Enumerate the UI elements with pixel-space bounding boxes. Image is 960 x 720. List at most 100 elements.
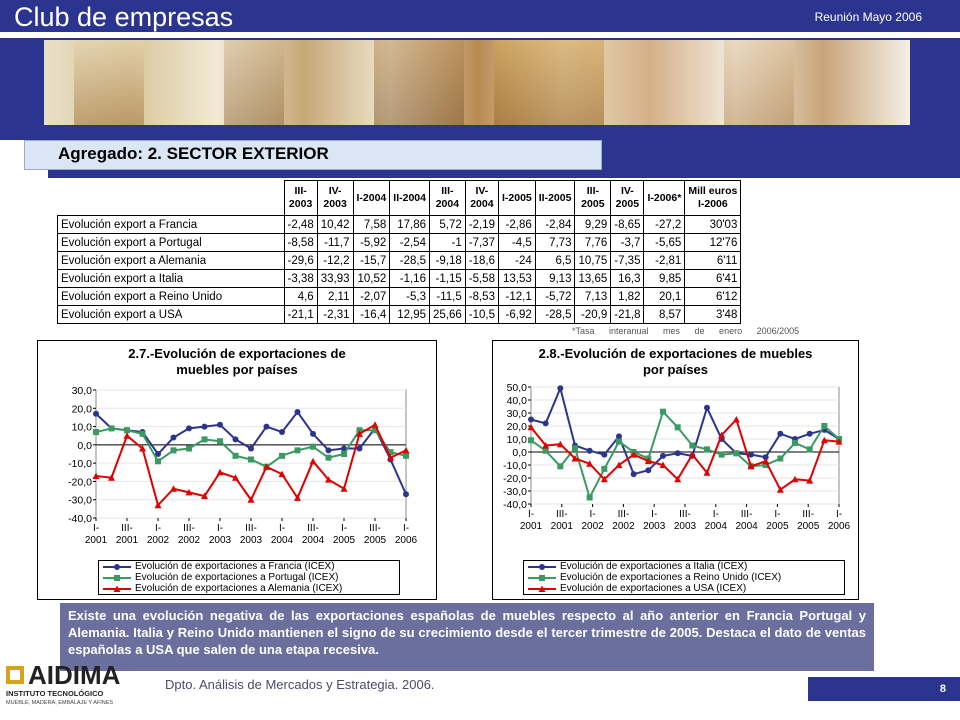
table-cell: 6'12	[684, 287, 742, 306]
table-cell: -18,6	[464, 251, 499, 270]
table-cell: -2,54	[389, 233, 430, 252]
y-tick-label: 0,0	[77, 440, 92, 452]
table-cell: 12'76	[684, 233, 742, 252]
table-cell: -1,16	[389, 269, 430, 288]
data-point	[93, 410, 99, 417]
y-tick-label: 10,0	[507, 434, 528, 446]
legend-entry: Evolución de exportaciones a Reino Unido…	[524, 572, 844, 583]
data-point	[791, 475, 799, 483]
data-point	[528, 437, 534, 444]
x-tick-label: 2001	[551, 521, 574, 532]
section-title: Agregado: 2. SECTOR EXTERIOR	[58, 144, 329, 163]
legend-label: Evolución de exportaciones a USA (ICEX)	[560, 583, 747, 594]
y-tick-label: 30,0	[72, 385, 93, 397]
chart-2-7-plot: 30,020,010,00,0-10,0-20,0-30,0-40,0I-200…	[68, 385, 417, 546]
table-cell: 13,65	[574, 269, 612, 288]
x-tick-label: I-	[217, 523, 223, 534]
data-point	[92, 472, 100, 479]
table-cell: 10,75	[574, 251, 612, 270]
y-tick-label: -40,0	[503, 499, 527, 511]
data-point	[660, 408, 666, 415]
table-cell: 10,52	[352, 269, 391, 288]
y-tick-label: -30,0	[503, 486, 527, 498]
table-cell: -27,2	[643, 215, 686, 234]
data-point	[821, 423, 828, 429]
aidima-logo: AIDIMA INSTITUTO TECNOLÓGICO MUEBLE, MAD…	[6, 660, 156, 713]
x-tick-label: I-	[93, 523, 99, 534]
data-point	[170, 434, 177, 441]
data-point	[748, 451, 754, 458]
data-point	[718, 451, 725, 458]
data-point	[279, 452, 285, 459]
x-tick-label: 2005	[364, 535, 387, 546]
table-cell: -10,5	[464, 305, 499, 324]
x-tick-label: III-	[183, 523, 195, 534]
table-cell: -5,58	[464, 269, 499, 288]
legend-marker	[539, 563, 545, 570]
legend-marker	[114, 574, 120, 581]
table-header-cell: IV- 2004	[464, 180, 499, 216]
x-tick-label: III-	[245, 523, 257, 534]
row-label: Evolución export a Portugal	[57, 233, 285, 252]
table-cell: 9,85	[643, 269, 686, 288]
y-tick-label: 10,0	[72, 422, 93, 434]
table-cell: -9,18	[428, 251, 466, 270]
chart-title: 2.8.-Evolución de exportaciones de muebl…	[538, 346, 813, 377]
page-number-box	[808, 677, 960, 701]
chart-title: 2.7.-Evolución de exportaciones de muebl…	[128, 346, 346, 377]
table-row: Evolución export a Italia -3,38 33,93 10,52…	[57, 269, 742, 288]
x-tick-label: 2001	[520, 521, 543, 532]
data-point	[674, 450, 681, 457]
x-tick-label: 2002	[178, 535, 201, 546]
chart-legend: Evolución de exportaciones a Italia (ICE…	[523, 560, 845, 595]
x-tick-label: I-	[590, 509, 596, 520]
table-cell: -21,8	[610, 305, 645, 324]
row-label: Evolución export a Italia	[57, 269, 285, 288]
y-tick-label: 50,0	[507, 382, 528, 394]
data-point	[762, 462, 769, 468]
data-point	[528, 416, 534, 423]
table-cell: 30'03	[684, 215, 742, 234]
comment-box: Existe una evolución negativa de las exp…	[60, 603, 874, 671]
data-point	[139, 445, 146, 452]
table-header-cell: III- 2004	[428, 180, 466, 216]
data-point	[185, 488, 193, 496]
data-point	[387, 449, 394, 456]
x-tick-label: 2004	[735, 521, 758, 532]
table-header-cell: I-2005	[497, 180, 536, 216]
table-cell: 33,93	[316, 269, 354, 288]
data-point	[108, 474, 115, 481]
data-point	[217, 438, 223, 445]
table-cell: -3,38	[283, 269, 318, 288]
data-point	[186, 445, 192, 452]
data-point	[615, 461, 623, 468]
y-tick-label: 0,0	[512, 447, 527, 459]
y-tick-label: 30,0	[507, 408, 528, 420]
data-point	[806, 446, 813, 453]
table-cell: 9,29	[574, 215, 612, 234]
x-tick-label: 2002	[147, 535, 170, 546]
data-point	[93, 429, 99, 436]
data-point	[263, 463, 270, 470]
x-tick-label: III-	[741, 509, 753, 520]
table-header-cell: III- 2005	[574, 180, 612, 216]
data-point	[674, 424, 681, 431]
data-point	[340, 485, 348, 492]
table-header-cell: I-2006*	[643, 180, 686, 216]
row-label: Evolución export a Alemania	[57, 251, 285, 270]
data-point	[155, 451, 161, 457]
table-cell: -7,37	[464, 233, 499, 252]
export-table: III- 2003 IV- 2003 I-2004 II-2004 III- 2004 IV- 2…	[57, 180, 742, 324]
y-tick-label: 40,0	[507, 395, 528, 407]
table-cell: 10,42	[316, 215, 354, 234]
table-cell: -24	[497, 251, 536, 270]
y-tick-label: 20,0	[72, 403, 93, 415]
data-point	[586, 494, 593, 501]
table-cell: 13,53	[497, 269, 536, 288]
x-tick-label: 2002	[581, 521, 604, 532]
data-point	[387, 454, 394, 461]
table-cell: 8,57	[643, 305, 686, 324]
table-cell: -6,92	[497, 305, 536, 324]
data-point	[232, 474, 239, 481]
x-tick-label: III-	[618, 509, 630, 520]
